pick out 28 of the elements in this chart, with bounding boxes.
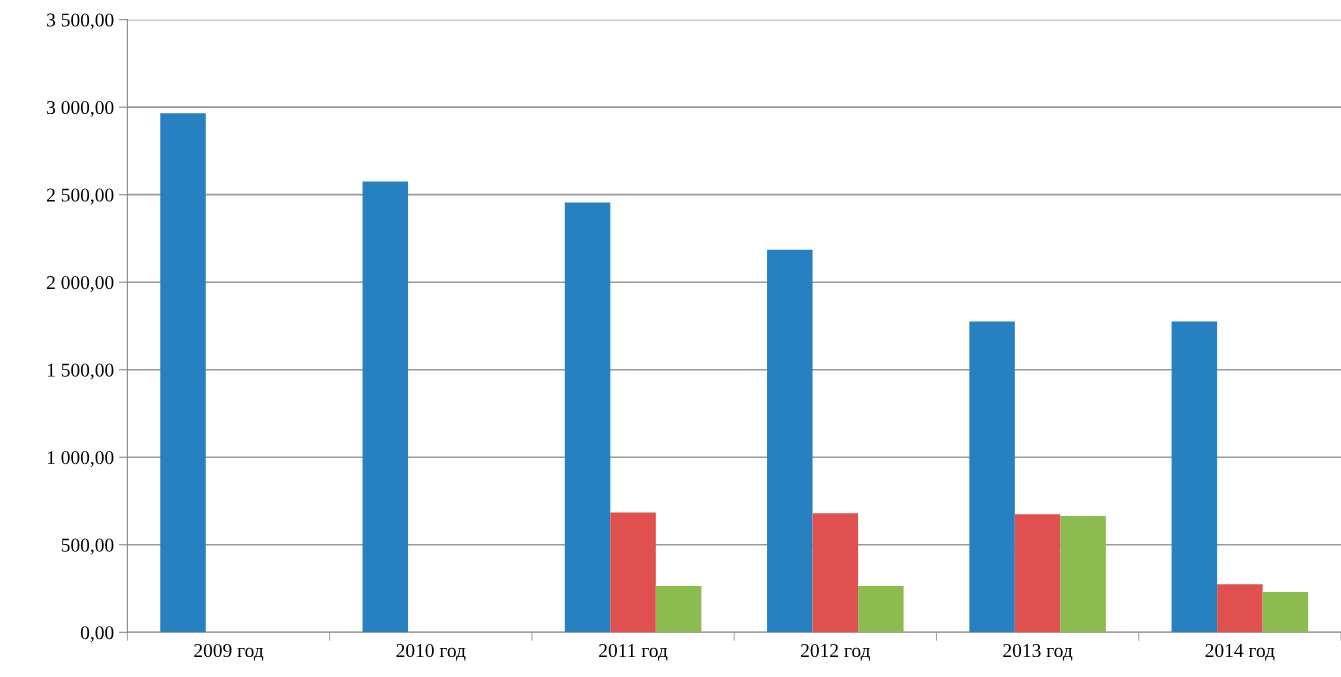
x-tick-label: 2014 год [1205,643,1275,661]
y-tick-label: 0,00 [80,626,114,643]
x-tick-label: 2011 год [599,643,668,661]
x-tick-label: 2012 год [801,643,871,661]
y-tick-label: 3 500,00 [47,13,114,30]
bar [362,181,409,633]
x-tick-label: 2009 год [194,643,264,661]
bar [1014,514,1061,633]
bar [1060,515,1106,633]
bar [160,113,206,633]
y-tick-label: 2 500,00 [47,188,114,205]
bar [610,512,656,633]
x-tick-label: 2010 год [396,643,466,661]
bar [858,585,904,633]
bar [767,249,813,633]
y-tick-label: 1 500,00 [47,363,114,380]
bar [969,321,1015,633]
y-tick-label: 2 000,00 [47,276,114,292]
bar [655,585,702,633]
bar [1262,592,1309,633]
y-tick-label: 1 000,00 [47,451,114,467]
x-tick-label: 2013 год [1003,643,1073,661]
bar [812,513,859,633]
bar [1171,321,1218,633]
bar [1217,584,1263,633]
bar [564,202,611,633]
y-tick-label: 500,00 [61,538,114,555]
y-tick-label: 3 000,00 [47,100,114,117]
